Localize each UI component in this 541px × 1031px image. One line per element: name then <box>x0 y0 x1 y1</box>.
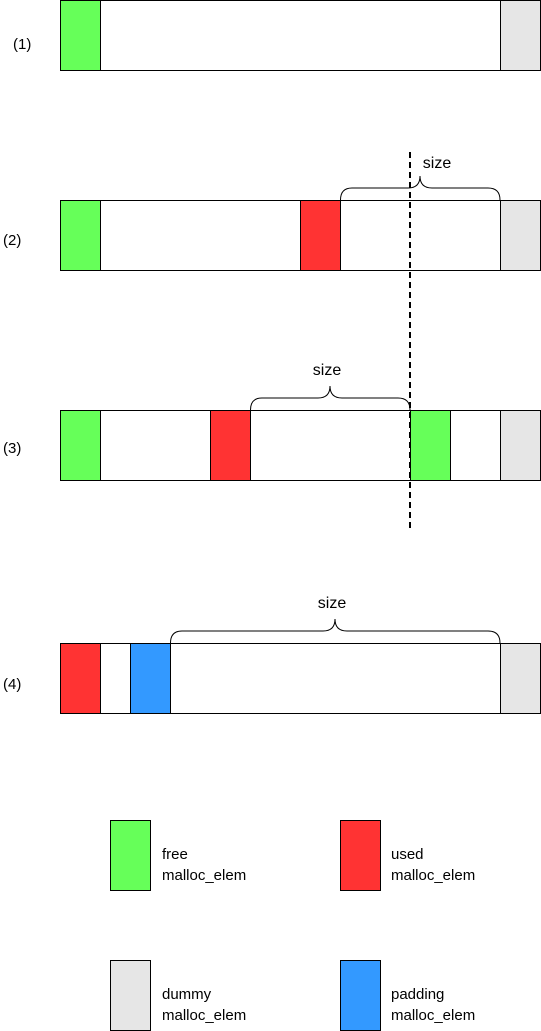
row-2: (2) size <box>3 155 541 271</box>
legend-swatch <box>340 960 381 1031</box>
size-brace <box>250 385 411 411</box>
legend-swatch <box>110 960 151 1031</box>
legend-label-line1: padding <box>391 986 444 1003</box>
size-label: size <box>318 595 347 612</box>
segment-block <box>100 643 131 714</box>
legend-label-line2: malloc_elem <box>162 867 246 884</box>
segment-padding <box>130 643 171 714</box>
segment-used <box>210 410 251 481</box>
segment-block <box>170 643 501 714</box>
row-4: (4) size <box>3 595 541 714</box>
size-brace <box>340 175 501 201</box>
legend-label-line2: malloc_elem <box>391 1007 475 1024</box>
segment-dummy <box>500 0 541 71</box>
heap-bar <box>60 200 541 271</box>
size-brace <box>170 618 501 644</box>
segment-block <box>100 0 501 71</box>
row-label: (2) <box>3 232 21 249</box>
heap-bar <box>60 410 541 481</box>
segment-used <box>60 643 101 714</box>
row-label: (1) <box>13 36 31 53</box>
size-label: size <box>313 362 342 379</box>
legend-label-line1: dummy <box>162 986 212 1003</box>
legend-label-line2: malloc_elem <box>391 867 475 884</box>
row-3: (3) size <box>3 362 541 481</box>
segment-block <box>450 410 501 481</box>
legend-item-dummy: dummy malloc_elem <box>110 960 246 1031</box>
legend-swatch <box>340 820 381 891</box>
legend: free malloc_elem used malloc_elem dummy … <box>110 820 475 1031</box>
segment-dummy <box>500 643 541 714</box>
segment-dummy <box>500 200 541 271</box>
segment-free <box>60 0 101 71</box>
legend-label-line1: used <box>391 846 424 863</box>
segment-dummy <box>500 410 541 481</box>
row-1: (1) <box>13 0 541 71</box>
segment-block <box>100 410 211 481</box>
segment-free <box>410 410 451 481</box>
row-label: (3) <box>3 440 21 457</box>
segment-block <box>100 200 301 271</box>
size-label: size <box>423 155 452 172</box>
heap-bar <box>60 643 541 714</box>
segment-free <box>60 200 101 271</box>
legend-item-used: used malloc_elem <box>340 820 475 891</box>
segment-free <box>60 410 101 481</box>
legend-label-line2: malloc_elem <box>162 1007 246 1024</box>
legend-label-line1: free <box>162 846 188 863</box>
heap-bar <box>60 0 541 71</box>
row-label: (4) <box>3 676 21 693</box>
segment-used <box>300 200 341 271</box>
legend-item-free: free malloc_elem <box>110 820 246 891</box>
legend-swatch <box>110 820 151 891</box>
legend-item-padding: padding malloc_elem <box>340 960 475 1031</box>
segment-block <box>250 410 411 481</box>
segment-block <box>340 200 501 271</box>
